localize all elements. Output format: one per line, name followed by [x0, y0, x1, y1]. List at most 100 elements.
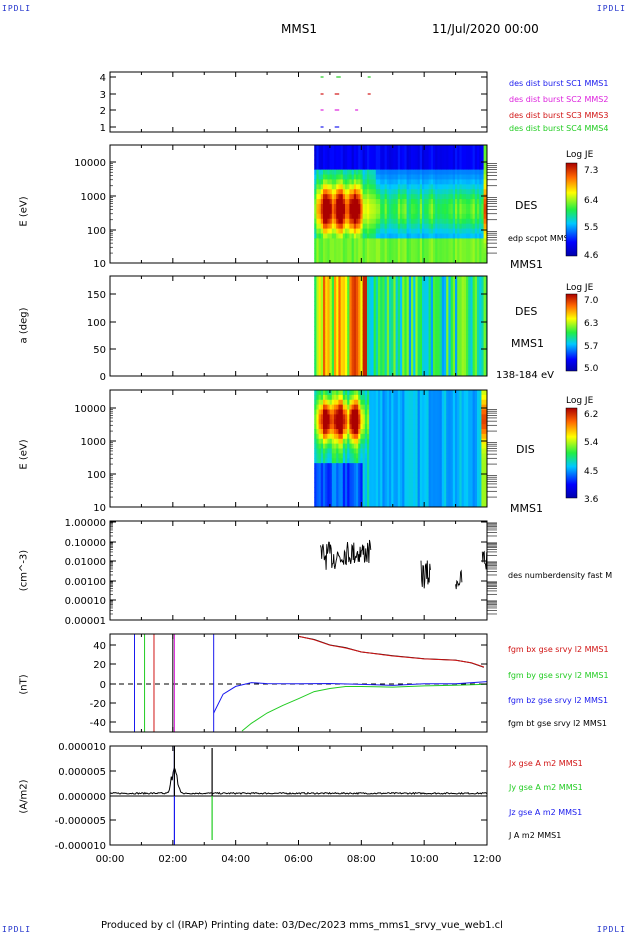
des-energy-cell [413, 169, 416, 175]
des-pitch-cell [395, 371, 399, 376]
dis-energy-cell [380, 502, 383, 507]
des-pitch-cell [408, 330, 412, 335]
des-pitch-cell [367, 276, 370, 281]
des-pitch-cell [430, 359, 434, 364]
des-pitch-cell [404, 351, 408, 356]
dis-energy-cell [314, 438, 317, 445]
des-energy-cell [380, 174, 383, 180]
des-pitch-cell [345, 284, 348, 289]
dis-energy-cell [329, 477, 333, 484]
des-energy-cell [393, 169, 397, 175]
des-energy-cell [362, 233, 366, 239]
des-energy-cell [444, 204, 447, 210]
des-pitch-cell [356, 296, 359, 302]
dis-energy-cell [419, 394, 423, 401]
des-pitch-cell [369, 346, 372, 352]
des-pitch-cell [477, 355, 480, 360]
des-energy-cell [331, 174, 335, 180]
dis-energy-cell [360, 409, 364, 415]
des-pitch-cell [444, 338, 447, 344]
des-pitch-cell [320, 309, 324, 314]
dis-energy-cell [318, 463, 322, 469]
des-energy-cell [472, 199, 476, 205]
des-pitch-cell [474, 301, 478, 306]
dis-energy-cell [334, 448, 337, 454]
des-pitch-cell [327, 342, 331, 348]
des-pitch-cell [351, 288, 355, 294]
des-pitch-cell [331, 367, 335, 373]
des-pitch-cell [316, 346, 320, 352]
des-energy-cell [468, 179, 471, 185]
des-pitch-cell [338, 355, 342, 360]
dis-energy-cell [408, 399, 412, 406]
des-energy-cell [331, 149, 335, 156]
des-energy-cell [371, 243, 375, 249]
des-energy-cell [364, 199, 368, 205]
des-pitch-cell [448, 342, 452, 348]
des-pitch-cell [424, 288, 427, 294]
des-energy-cell [358, 184, 361, 190]
dis-energy-cell [419, 399, 423, 406]
des-pitch-cell [329, 305, 333, 310]
des-energy-cell [340, 243, 344, 249]
des-energy-cell [483, 218, 487, 225]
des-energy-cell [433, 204, 436, 210]
des-pitch-cell [382, 367, 386, 373]
des-energy-cell [419, 213, 423, 220]
des-pitch-cell [413, 276, 416, 281]
des-energy-cell [391, 248, 394, 254]
des-pitch-cell [483, 313, 487, 319]
des-pitch-cell [485, 371, 487, 376]
dis-energy-cell [384, 502, 388, 507]
des-pitch-cell [356, 309, 359, 314]
des-energy-cell [338, 189, 342, 195]
des-pitch-cell [364, 288, 368, 294]
dis-energy-cell [316, 443, 320, 449]
dis-energy-cell [402, 394, 405, 401]
dis-energy-cell [345, 438, 348, 445]
des-energy-cell [316, 189, 320, 195]
des-energy-cell [325, 233, 328, 239]
des-pitch-cell [455, 355, 458, 360]
des-energy-cell [314, 238, 317, 244]
des-pitch-cell [384, 313, 388, 319]
des-energy-cell [470, 194, 474, 200]
des-pitch-cell [349, 301, 353, 306]
dis-energy-cell [327, 458, 331, 464]
des-pitch-cell [408, 313, 412, 319]
dis-energy-cell [384, 409, 388, 415]
des-energy-cell [417, 179, 421, 185]
des-energy-cell [353, 228, 357, 234]
dis-energy-cell [329, 487, 333, 493]
des-pitch-cell [314, 338, 317, 344]
des-energy-cell [402, 194, 405, 200]
des-energy-cell [345, 233, 348, 239]
des-pitch-side-des: DES [515, 305, 538, 318]
dis-energy-cell [318, 487, 322, 493]
des-pitch-cell [459, 301, 463, 306]
des-pitch-cell [435, 371, 438, 376]
des-pitch-cell [353, 301, 357, 306]
des-energy-cell [424, 238, 427, 244]
des-pitch-cell [485, 317, 487, 323]
des-pitch-cell [364, 326, 368, 331]
des-pitch-cell [426, 288, 430, 294]
dis-energy-cell [342, 463, 346, 469]
des-energy-cell [485, 248, 487, 254]
des-pitch-cell [422, 309, 425, 314]
des-pitch-cell [320, 301, 324, 306]
des-energy-cell [364, 194, 368, 200]
des-energy-cell [466, 145, 469, 151]
dis-energy-cell [378, 394, 381, 401]
des-energy-cell [362, 145, 366, 151]
des-pitch-cell [336, 363, 339, 369]
des-energy-cell [437, 169, 441, 175]
des-energy-cell [472, 223, 476, 229]
des-pitch-cell [375, 309, 379, 314]
des-pitch-cell [400, 321, 403, 327]
des-energy-cell [433, 208, 436, 215]
des-energy-cell [402, 223, 405, 229]
des-energy-cell [380, 145, 383, 151]
des-pitch-cell [331, 321, 335, 327]
des-energy-cell [446, 258, 449, 263]
